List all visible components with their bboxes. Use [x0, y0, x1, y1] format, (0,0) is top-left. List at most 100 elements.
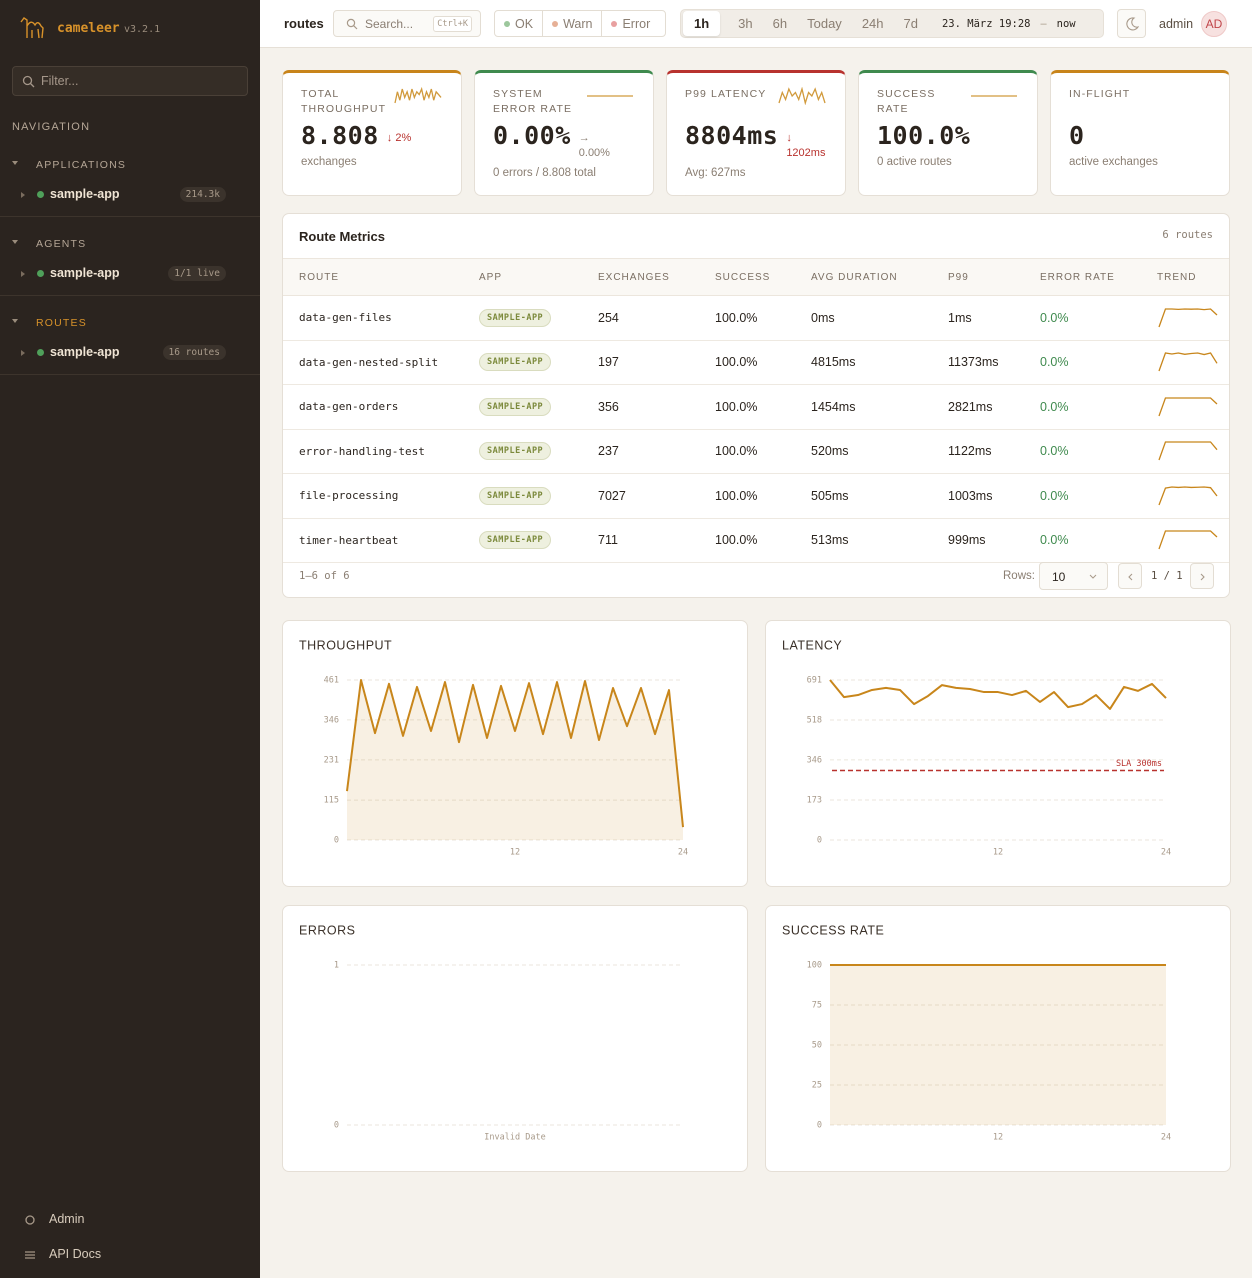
- cell-text: 197: [598, 355, 619, 370]
- cell-text: timer-heartbeat: [299, 533, 399, 547]
- status-filter[interactable]: Error: [601, 11, 659, 36]
- time-range-button[interactable]: 6h: [772, 16, 788, 31]
- topbar: routes Search... Ctrl+K OK Warn Error 1h 3h 6h T…: [260, 0, 1252, 48]
- table-row[interactable]: file-processing SAMPLE-APP 7027 100.0% 505ms…: [283, 473, 1229, 519]
- area: [347, 680, 683, 840]
- chart: ERRORS 0 1 Invalid Date: [299, 923, 683, 1143]
- x-tick-label: 24: [678, 848, 688, 858]
- table-cell: 100.0%: [715, 518, 811, 563]
- nav-item[interactable]: sample-app 1/1 live: [0, 262, 260, 286]
- table-cell: file-processing: [283, 473, 479, 519]
- chart-title: THROUGHPUT: [299, 638, 392, 652]
- section-title[interactable]: AGENTS: [11, 238, 87, 250]
- x-axis-label: Invalid Date: [484, 1133, 545, 1143]
- sparkline-line: [1158, 352, 1218, 372]
- status-dot: [611, 20, 618, 27]
- table-cell: 520ms: [811, 429, 948, 474]
- time-range-button[interactable]: 3h: [738, 16, 753, 31]
- table-card: Route Metrics 6 routes ROUTE APP EXCHANGES SU…: [282, 213, 1230, 598]
- table-cell: 999ms: [948, 518, 1040, 563]
- footer-icon: [25, 1215, 35, 1225]
- table-row[interactable]: timer-heartbeat SAMPLE-APP 711 100.0% 513ms 9…: [283, 518, 1229, 563]
- table-row[interactable]: data-gen-orders SAMPLE-APP 356 100.0% 1454ms…: [283, 384, 1229, 430]
- y-tick-label: 100: [807, 961, 822, 971]
- table-cell: 505ms: [811, 473, 948, 519]
- column-header[interactable]: EXCHANGES: [598, 258, 715, 296]
- table-row[interactable]: error-handling-test SAMPLE-APP 237 100.0% 52…: [283, 429, 1229, 474]
- table-cell: SAMPLE-APP: [479, 384, 598, 430]
- brand-name: cameleer: [57, 21, 120, 36]
- sparkline: [971, 95, 1017, 97]
- table-cell: 356: [598, 384, 715, 430]
- column-header[interactable]: P99: [948, 258, 1040, 296]
- trend-cell: [1157, 473, 1229, 519]
- table-cell: 100.0%: [715, 384, 811, 430]
- section-title[interactable]: APPLICATIONS: [11, 159, 127, 171]
- cell-text: 0.0%: [1040, 444, 1069, 459]
- pagination-range: 1–6 of 6: [299, 570, 350, 582]
- rows-select-value: 10: [1052, 570, 1066, 584]
- time-range-button[interactable]: 1h: [683, 11, 721, 36]
- cell-text: 100.0%: [715, 444, 758, 459]
- kpi-value: 100.0%: [877, 121, 971, 150]
- kpi-header: TOTAL THROUGHPUT: [301, 87, 443, 119]
- y-tick-label: 0: [334, 1121, 339, 1131]
- separator: [0, 295, 260, 296]
- cell-text: 100.0%: [715, 310, 758, 325]
- column-header[interactable]: APP: [479, 258, 598, 296]
- kpi-value: 0: [1069, 121, 1085, 150]
- nav-item-label: sample-app: [50, 266, 120, 280]
- column-header[interactable]: AVG DURATION: [811, 258, 948, 296]
- header-row: ROUTE APP EXCHANGES SUCCESS AVG DURATION P99 E…: [283, 258, 1229, 296]
- pager-button[interactable]: [1118, 563, 1142, 589]
- cell-text: 513ms: [811, 533, 849, 548]
- table-cell: 2821ms: [948, 384, 1040, 430]
- time-range-button[interactable]: 24h: [861, 16, 884, 31]
- column-header[interactable]: ERROR RATE: [1040, 258, 1157, 296]
- kpi-label: SYSTEM ERROR RATE: [493, 88, 573, 115]
- table-row[interactable]: data-gen-files SAMPLE-APP 254 100.0% 0ms 1ms 0…: [283, 295, 1229, 341]
- time-range-button[interactable]: 7d: [903, 16, 918, 31]
- nav-item[interactable]: sample-app 16 routes: [0, 341, 260, 365]
- cell-text: 237: [598, 444, 619, 459]
- kpi-delta: ↓ 2%: [386, 132, 412, 144]
- cell-text: 0.0%: [1040, 488, 1069, 503]
- kpi-card: IN-FLIGHT 0 active exchanges: [1050, 70, 1230, 196]
- kpi-header: SUCCESS RATE: [877, 87, 1019, 119]
- filter-input[interactable]: Filter...: [12, 66, 248, 96]
- user-avatar[interactable]: AD: [1201, 11, 1227, 37]
- kpi-sub: 0 active routes: [877, 156, 952, 168]
- footer-link-label: API Docs: [49, 1247, 102, 1261]
- status-filter-group: OK Warn Error: [494, 10, 666, 37]
- table-cell: 100.0%: [715, 340, 811, 385]
- section-title[interactable]: ROUTES: [12, 317, 87, 329]
- nav-item-badge: 214.3k: [179, 187, 226, 202]
- table-cell: 711: [598, 518, 715, 563]
- line: [346, 679, 684, 828]
- cell-text: 100.0%: [715, 399, 758, 414]
- search-box[interactable]: Search... Ctrl+K: [333, 10, 481, 37]
- pager-button[interactable]: [1190, 563, 1214, 589]
- table-title: Route Metrics: [299, 229, 385, 244]
- sparkline: [587, 95, 633, 97]
- footer-icon: [25, 1251, 35, 1259]
- column-header[interactable]: SUCCESS: [715, 258, 811, 296]
- rows-select[interactable]: 10: [1039, 562, 1108, 590]
- column-header[interactable]: ROUTE: [283, 258, 479, 296]
- column-header[interactable]: TREND: [1157, 258, 1229, 296]
- kpi-value-row: 8804ms ↓ 1202ms: [685, 121, 827, 161]
- table-cell: 254: [598, 295, 715, 341]
- table-cell: SAMPLE-APP: [479, 473, 598, 519]
- time-range-button[interactable]: Today: [807, 16, 842, 31]
- status-filter[interactable]: Warn: [542, 11, 601, 36]
- trend-cell: [1157, 518, 1229, 563]
- status-filter[interactable]: OK: [495, 11, 542, 36]
- sparkline-line: [1158, 397, 1218, 416]
- kpi-value-row: 0: [1069, 121, 1211, 150]
- kpi-value: 8.808: [301, 121, 379, 150]
- table-row[interactable]: data-gen-nested-split SAMPLE-APP 197 100.0%…: [283, 340, 1229, 385]
- nav-item[interactable]: sample-app 214.3k: [0, 183, 260, 207]
- select-arrow-path: [1089, 574, 1097, 579]
- theme-toggle[interactable]: [1117, 9, 1146, 38]
- sparkline-line: [394, 87, 442, 104]
